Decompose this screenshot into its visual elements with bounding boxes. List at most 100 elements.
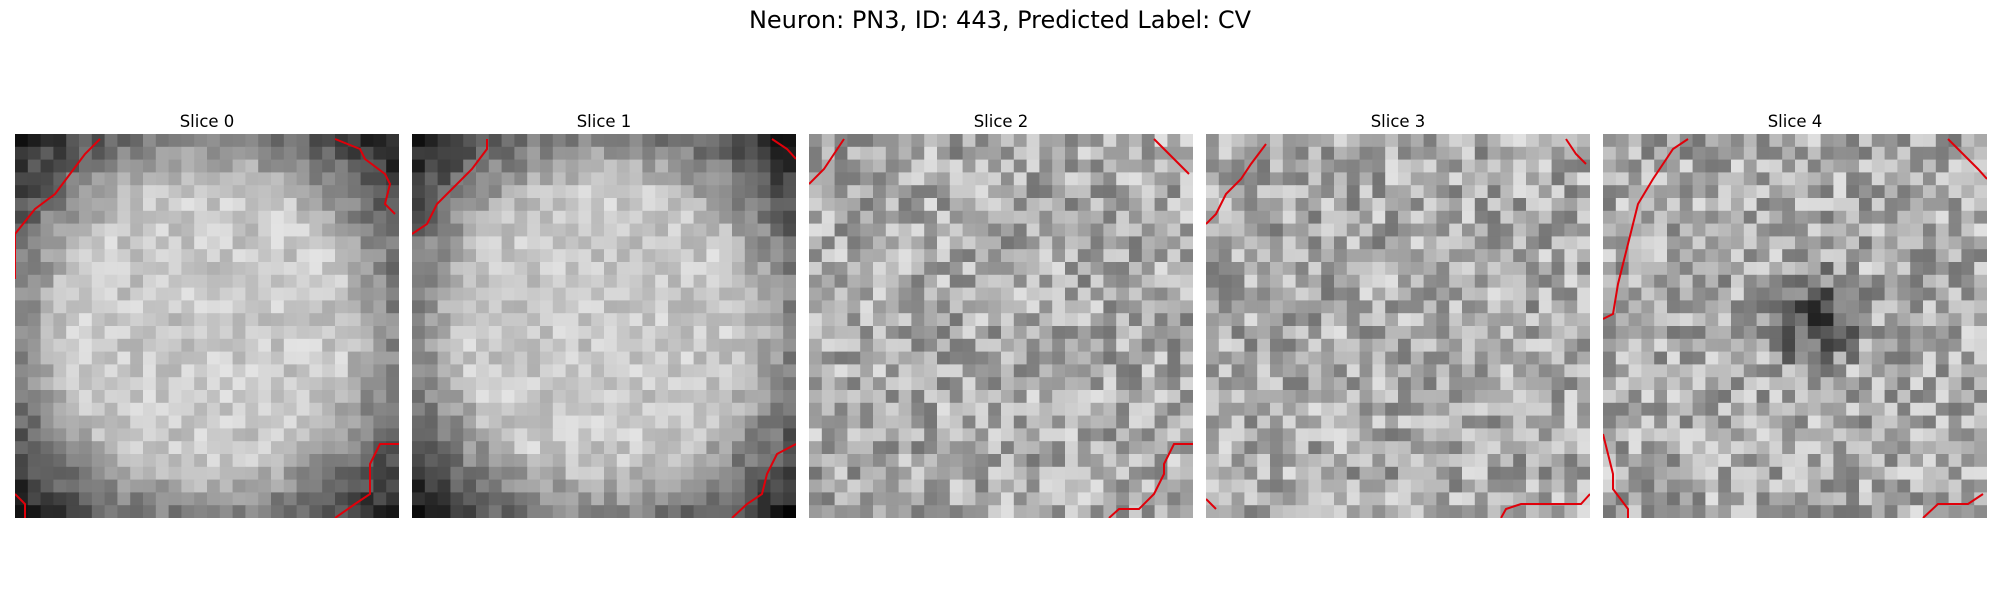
pixel-cell <box>1807 274 1821 288</box>
pixel-cell <box>335 236 349 250</box>
pixel-cell <box>604 454 618 468</box>
pixel-cell <box>450 351 464 365</box>
pixel-cell <box>616 185 630 199</box>
pixel-cell <box>1180 274 1193 288</box>
contour-line <box>1603 433 1629 518</box>
pixel-cell <box>373 134 387 148</box>
pixel-cell <box>1795 198 1809 212</box>
pixel-cell <box>1795 236 1809 250</box>
pixel-cell <box>924 274 938 288</box>
pixel-cell <box>924 351 938 365</box>
pixel-cell <box>1154 492 1168 506</box>
pixel-cell <box>1423 134 1437 148</box>
pixel-cell <box>642 415 656 429</box>
pixel-cell <box>757 159 771 173</box>
pixel-cell <box>578 146 592 160</box>
pixel-cell <box>552 146 566 160</box>
pixel-cell <box>604 172 618 186</box>
pixel-cell <box>476 326 490 340</box>
pixel-cell <box>1039 300 1053 314</box>
pixel-cell <box>1167 185 1181 199</box>
pixel-cell <box>1154 390 1168 404</box>
pixel-cell <box>1423 185 1437 199</box>
pixel-cell <box>1385 210 1399 224</box>
pixel-cell <box>1026 274 1040 288</box>
pixel-cell <box>501 428 515 442</box>
pixel-cell <box>1692 415 1706 429</box>
pixel-cell <box>1398 249 1412 263</box>
pixel-cell <box>1026 351 1040 365</box>
pixel-cell <box>988 274 1002 288</box>
pixel-cell <box>1948 505 1962 518</box>
pixel-cell <box>1615 402 1629 416</box>
contour-line <box>412 139 488 235</box>
pixel-cell <box>642 364 656 378</box>
pixel-cell <box>565 338 579 352</box>
pixel-cell <box>1692 172 1706 186</box>
pixel-cell <box>937 262 951 276</box>
pixel-cell <box>437 198 451 212</box>
pixel-cell <box>732 390 746 404</box>
pixel-cell <box>1679 185 1693 199</box>
pixel-cell <box>1270 172 1284 186</box>
pixel-cell <box>117 466 131 480</box>
pixel-cell <box>1487 185 1501 199</box>
pixel-cell <box>1167 466 1181 480</box>
pixel-cell <box>809 479 823 493</box>
pixel-cell <box>1295 210 1309 224</box>
pixel-cell <box>1538 428 1552 442</box>
pixel-cell <box>937 287 951 301</box>
pixel-cell <box>1910 159 1924 173</box>
pixel-cell <box>1628 287 1642 301</box>
pixel-cell <box>937 172 951 186</box>
pixel-cell <box>642 287 656 301</box>
pixel-cell <box>1731 134 1745 148</box>
pixel-cell <box>821 198 835 212</box>
pixel-cell <box>104 185 118 199</box>
pixel-cell <box>450 402 464 416</box>
pixel-cell <box>501 364 515 378</box>
pixel-cell <box>437 479 451 493</box>
pixel-cell <box>937 338 951 352</box>
pixel-cell <box>1077 223 1091 237</box>
pixel-cell <box>1013 236 1027 250</box>
pixel-cell <box>706 479 720 493</box>
pixel-cell <box>770 492 784 506</box>
pixel-cell <box>962 210 976 224</box>
pixel-cell <box>386 134 399 148</box>
pixel-cell <box>949 134 963 148</box>
pixel-cell <box>1833 274 1847 288</box>
pixel-cell <box>296 454 310 468</box>
pixel-cell <box>1974 466 1987 480</box>
pixel-cell <box>1692 454 1706 468</box>
pixel-cell <box>783 236 796 250</box>
pixel-cell <box>1782 198 1796 212</box>
pixel-cell <box>732 415 746 429</box>
pixel-cell <box>309 313 323 327</box>
pixel-cell <box>949 428 963 442</box>
pixel-cell <box>860 415 874 429</box>
pixel-cell <box>540 313 554 327</box>
pixel-cell <box>873 198 887 212</box>
pixel-cell <box>53 300 67 314</box>
pixel-cell <box>1065 415 1079 429</box>
pixel-cell <box>66 262 80 276</box>
pixel-cell <box>1743 402 1757 416</box>
pixel-cell <box>1923 300 1937 314</box>
pixel-cell <box>283 236 297 250</box>
pixel-cell <box>219 428 233 442</box>
pixel-cell <box>962 198 976 212</box>
pixel-cell <box>1910 402 1924 416</box>
pixel-cell <box>1423 172 1437 186</box>
pixel-cell <box>591 377 605 391</box>
pixel-cell <box>1641 479 1655 493</box>
pixel-cell <box>1026 146 1040 160</box>
pixel-cell <box>988 454 1002 468</box>
pixel-cell <box>924 287 938 301</box>
pixel-cell <box>1526 351 1540 365</box>
pixel-cell <box>1628 351 1642 365</box>
pixel-cell <box>1667 428 1681 442</box>
pixel-cell <box>1077 364 1091 378</box>
pixel-cell <box>335 402 349 416</box>
pixel-cell <box>847 364 861 378</box>
